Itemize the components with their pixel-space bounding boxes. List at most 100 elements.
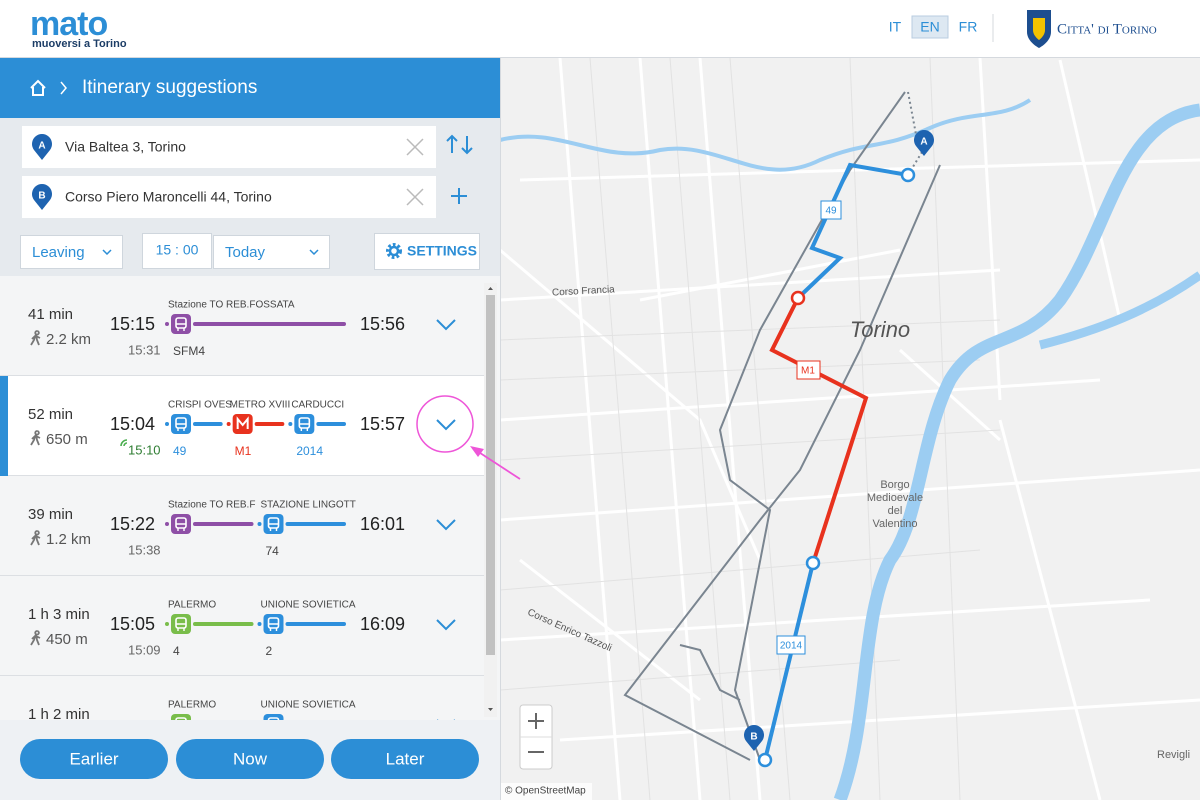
arrive-time: 15:56	[360, 314, 405, 334]
logo-sub: muoversi a Torino	[32, 38, 127, 50]
clear-from[interactable]	[406, 138, 424, 156]
scrollbar-thumb[interactable]	[486, 295, 495, 655]
street-label: Corso Francia	[552, 284, 616, 298]
train-glyph	[175, 317, 187, 329]
gear-icon	[386, 243, 402, 259]
line-label: 2014	[296, 444, 323, 458]
expand-chevron[interactable]	[436, 319, 456, 331]
input-to[interactable]	[22, 176, 436, 218]
breadcrumb: Itinerary suggestions	[82, 77, 257, 98]
pin-a	[31, 133, 52, 160]
rivers	[499, 98, 1200, 800]
stop-name: PALERMO	[168, 600, 216, 611]
highlight-arrow	[473, 448, 521, 480]
time-button[interactable]	[176, 739, 324, 779]
lang-fr[interactable]: FR	[959, 19, 978, 35]
to-text: Corso Piero Maroncelli 44, Torino	[65, 189, 272, 205]
time-button[interactable]	[20, 739, 168, 779]
from-text: Via Baltea 3, Torino	[65, 139, 186, 155]
arrive-time: 15:57	[360, 414, 405, 434]
panel-header	[0, 58, 500, 118]
stop-name: Stazione TO REB.FOSSATA	[168, 300, 295, 311]
expand-chevron[interactable]	[436, 619, 456, 631]
stop-name: METRO XVIII	[230, 400, 291, 411]
depart-time: 15:22	[110, 514, 155, 534]
stop-circle	[805, 555, 821, 571]
lang-it[interactable]: IT	[889, 19, 902, 35]
leg-dot	[257, 522, 262, 526]
time-button-label: Earlier	[69, 749, 118, 768]
itinerary-row[interactable]: 1 h 2 min PALERMO UNIONE SOVIETICA	[0, 676, 484, 776]
bus-glyph	[268, 523, 279, 531]
attribution: © OpenStreetMap	[505, 786, 586, 797]
marker-a	[914, 130, 934, 156]
bus-glyph	[176, 423, 186, 431]
bus-glyph	[298, 417, 311, 429]
bus-glyph	[267, 717, 280, 720]
stop-circle	[900, 167, 916, 183]
bus-glyph	[299, 423, 310, 431]
time-buttons: Earlier Now Later	[20, 739, 479, 779]
time-button[interactable]	[331, 739, 479, 779]
expand-chevron[interactable]	[436, 519, 456, 531]
stop-name: STAZIONE LINGOTT	[261, 500, 356, 511]
leg-dot	[165, 322, 169, 326]
home-icon[interactable]	[30, 79, 46, 96]
selected-bar	[0, 376, 8, 476]
tram-glyph	[175, 717, 187, 720]
realtime-icon	[120, 439, 128, 447]
route-label: 49	[825, 206, 837, 217]
pin-letter: A	[38, 141, 45, 152]
time-button-label: Now	[233, 749, 268, 768]
walk-icon	[30, 530, 41, 546]
time-below: 15:10	[128, 442, 161, 457]
leg-dot	[165, 422, 169, 426]
logo[interactable]: mato	[30, 5, 108, 43]
line-label: 4	[173, 644, 180, 658]
map[interactable]: 49 M1 2014 A B Torino Corso Francia Cors…	[499, 57, 1200, 800]
itinerary-row[interactable]: 52 min 650 m 15:04 15:10 CRISPI OVES 49 METRO …	[0, 376, 484, 476]
depart-time: 15:05	[110, 614, 155, 634]
gear-icon	[388, 245, 400, 257]
input-from[interactable]	[22, 126, 436, 168]
highlight-circle	[416, 395, 474, 453]
streets	[499, 57, 1200, 800]
bus-glyph	[175, 417, 187, 429]
line-label: 74	[266, 544, 280, 558]
leaving-text: Leaving	[32, 244, 85, 261]
itinerary-row[interactable]: 41 min 2.2 km 15:15 15:31 Stazione TO REB.FO…	[0, 276, 484, 376]
leg-dot	[165, 622, 169, 626]
walk-icon	[30, 430, 41, 446]
zoom-in[interactable]	[528, 713, 544, 729]
settings-button[interactable]	[374, 233, 480, 270]
itinerary-row[interactable]: 1 h 3 min 450 m 15:05 15:09 PALERMO 4 UNIONE S…	[0, 576, 484, 676]
lang-active-bg	[911, 15, 949, 39]
distance: 450 m	[46, 631, 88, 648]
bus-glyph	[267, 517, 280, 529]
swap-icon[interactable]	[446, 134, 473, 155]
marker-letter: B	[750, 732, 757, 743]
duration: 1 h 3 min	[28, 606, 90, 623]
metro-glyph	[236, 416, 249, 429]
leg-dot	[226, 422, 231, 426]
time-input[interactable]	[142, 233, 212, 269]
itinerary-row[interactable]: 39 min 1.2 km 15:22 15:38 Stazione TO REB.F S…	[0, 476, 484, 576]
district-label: Borgo	[880, 479, 909, 491]
expand-chevron[interactable]	[436, 419, 456, 431]
stop-name: CARDUCCI	[291, 400, 344, 411]
time-button-label: Later	[386, 749, 425, 768]
walk-icon	[30, 330, 41, 346]
select-day[interactable]	[213, 235, 330, 269]
time-below: 15:09	[128, 642, 161, 657]
lang-en[interactable]: EN	[920, 19, 939, 35]
city-name: Citta' di Torino	[1057, 21, 1157, 37]
district-label: del	[888, 505, 903, 517]
add-stop[interactable]	[451, 188, 467, 204]
distance: 2.2 km	[46, 331, 91, 348]
caret	[309, 249, 319, 256]
clear-to[interactable]	[406, 188, 424, 206]
leg-dot	[288, 422, 293, 426]
time-text: 15 : 00	[156, 242, 199, 258]
